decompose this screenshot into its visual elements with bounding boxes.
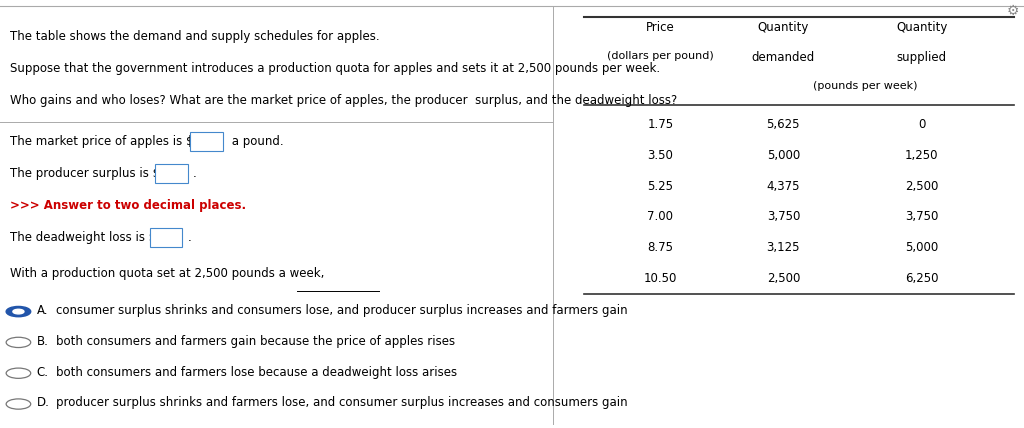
Text: Price: Price [646,21,675,34]
Text: 10.50: 10.50 [644,272,677,285]
Text: 5,000: 5,000 [905,241,938,254]
Text: (pounds per week): (pounds per week) [813,81,918,91]
Text: demanded: demanded [752,51,815,64]
Text: 7.00: 7.00 [647,211,674,223]
Text: 2,500: 2,500 [905,180,938,193]
Text: ⚙: ⚙ [1007,4,1019,18]
Text: 1,250: 1,250 [905,149,938,162]
Text: The deadweight loss is $: The deadweight loss is $ [10,231,157,244]
Text: 8.75: 8.75 [647,241,674,254]
Text: 1.75: 1.75 [647,118,674,131]
Text: B.: B. [37,335,49,348]
Text: 3,125: 3,125 [767,241,800,254]
Text: 5,625: 5,625 [767,118,800,131]
Text: The market price of apples is $: The market price of apples is $ [10,135,194,148]
FancyBboxPatch shape [156,164,188,183]
Text: producer surplus shrinks and farmers lose, and consumer surplus increases and co: producer surplus shrinks and farmers los… [56,396,628,409]
Text: both consumers and farmers lose because a deadweight loss arises: both consumers and farmers lose because … [56,366,458,378]
Text: 3.50: 3.50 [647,149,674,162]
Text: 5,000: 5,000 [767,149,800,162]
Text: 6,250: 6,250 [905,272,938,285]
Text: 5.25: 5.25 [647,180,674,193]
Text: The producer surplus is $: The producer surplus is $ [10,167,161,180]
Text: both consumers and farmers gain because the price of apples rises: both consumers and farmers gain because … [56,335,456,348]
Text: a pound.: a pound. [228,135,284,148]
Text: Suppose that the government introduces a production quota for apples and sets it: Suppose that the government introduces a… [10,62,660,75]
Text: 3,750: 3,750 [905,211,938,223]
Text: 4,375: 4,375 [767,180,800,193]
Text: The table shows the demand and supply schedules for apples.: The table shows the demand and supply sc… [10,30,380,43]
Text: Quantity: Quantity [896,21,947,34]
Text: With a production quota set at 2,500 pounds a week,: With a production quota set at 2,500 pou… [10,268,325,280]
Text: 0: 0 [918,118,926,131]
Text: .: . [187,231,191,244]
Circle shape [13,309,24,314]
FancyBboxPatch shape [150,228,182,247]
Text: consumer surplus shrinks and consumers lose, and producer surplus increases and : consumer surplus shrinks and consumers l… [56,304,628,317]
Text: 2,500: 2,500 [767,272,800,285]
Text: 3,750: 3,750 [767,211,800,223]
Text: A.: A. [37,304,48,317]
Circle shape [6,306,31,317]
Text: Quantity: Quantity [758,21,809,34]
Text: Who gains and who loses? What are the market price of apples, the producer  surp: Who gains and who loses? What are the ma… [10,94,678,107]
Text: D.: D. [37,396,50,409]
Text: (dollars per pound): (dollars per pound) [607,51,714,61]
Text: .: . [194,167,197,180]
Text: >>> Answer to two decimal places.: >>> Answer to two decimal places. [10,199,247,212]
Text: supplied: supplied [897,51,946,64]
Text: C.: C. [37,366,49,378]
FancyBboxPatch shape [190,132,223,151]
